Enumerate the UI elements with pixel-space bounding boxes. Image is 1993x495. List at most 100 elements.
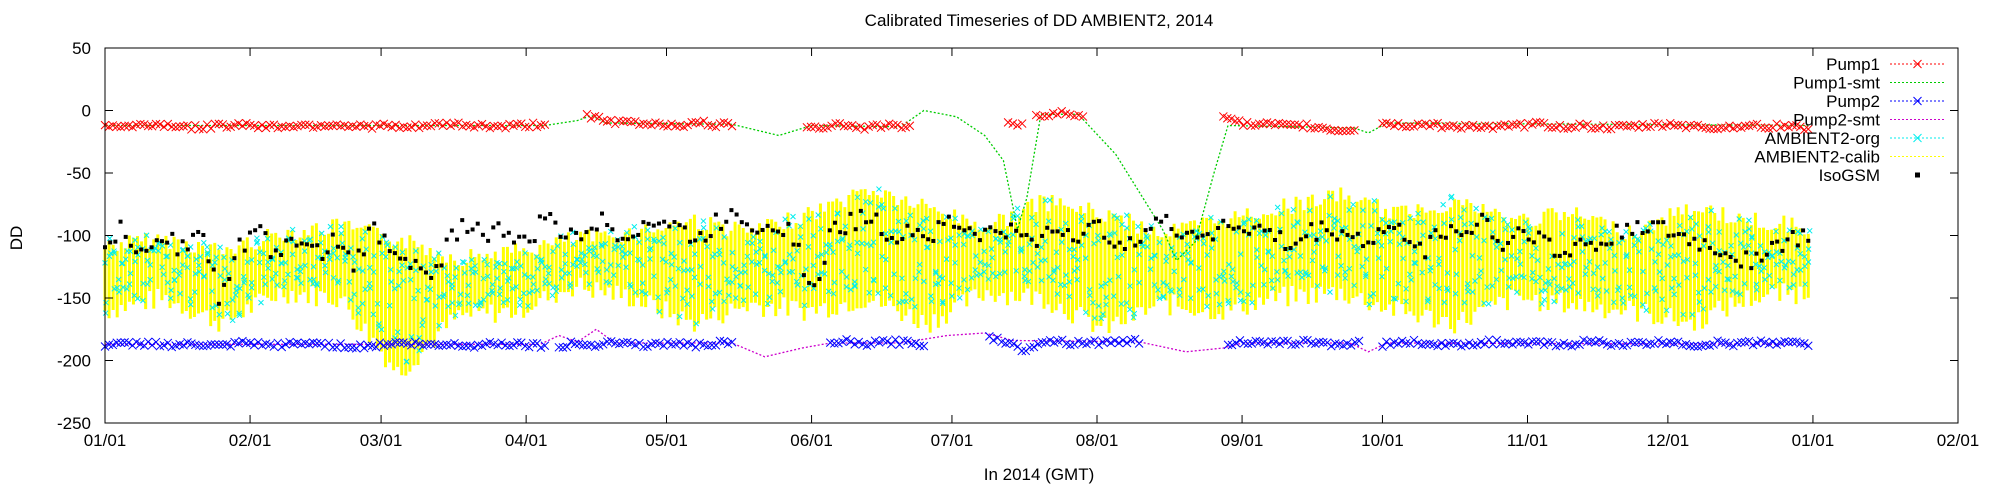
data-point [335, 279, 341, 286]
data-point [1709, 240, 1716, 247]
data-point [744, 222, 749, 227]
data-point [1801, 228, 1806, 233]
data-point [997, 270, 1003, 277]
data-point [1509, 227, 1515, 233]
data-point [1468, 341, 1478, 350]
data-point [1802, 281, 1808, 288]
data-point [179, 340, 188, 350]
data-point [935, 280, 942, 287]
data-point [1066, 293, 1073, 300]
data-point [1590, 286, 1597, 293]
data-point [201, 232, 206, 237]
data-point [656, 308, 663, 315]
data-point [1523, 339, 1533, 349]
data-point [1420, 232, 1426, 239]
data-point [1705, 229, 1712, 235]
data-point [1110, 293, 1117, 300]
data-point [527, 239, 532, 244]
data-point [1514, 255, 1520, 262]
data-point [277, 122, 287, 132]
data-point [314, 282, 321, 289]
data-point [140, 297, 146, 304]
data-point [194, 124, 204, 134]
data-point [1428, 234, 1433, 239]
data-point [1417, 241, 1422, 246]
data-point [149, 245, 154, 250]
data-point [723, 118, 733, 128]
data-point [854, 239, 861, 246]
data-point [1590, 123, 1600, 133]
data-point [962, 228, 967, 233]
data-point [679, 341, 689, 350]
data-point [1074, 265, 1081, 272]
data-point [1005, 238, 1012, 245]
data-point [1587, 124, 1596, 133]
data-point [797, 223, 804, 230]
data-point [708, 234, 713, 239]
data-point [874, 338, 884, 347]
data-point [1578, 237, 1583, 242]
data-point [1728, 254, 1733, 259]
data-point [641, 220, 646, 225]
data-point [1392, 296, 1399, 302]
data-point [1254, 254, 1260, 261]
data-point [577, 259, 584, 266]
data-point [1705, 124, 1715, 134]
data-point [144, 248, 149, 253]
data-point [285, 271, 291, 278]
data-point [143, 121, 153, 131]
data-point [1642, 122, 1651, 132]
data-point [1309, 257, 1316, 264]
data-point [1340, 229, 1345, 234]
data-point [1609, 241, 1614, 246]
data-point [989, 254, 995, 261]
data-point [769, 278, 776, 285]
data-point [480, 296, 487, 303]
data-point [1334, 126, 1343, 136]
data-point [1533, 245, 1539, 252]
data-point [159, 341, 169, 350]
data-point [672, 225, 679, 232]
data-point [419, 322, 426, 329]
data-point [1143, 228, 1148, 233]
data-point [927, 228, 934, 235]
data-point [470, 227, 475, 232]
data-point [341, 245, 346, 250]
data-point [1058, 226, 1065, 233]
data-point [1263, 339, 1273, 349]
data-point [939, 298, 946, 305]
data-point [282, 259, 289, 266]
data-point [599, 243, 605, 250]
data-point [908, 296, 915, 303]
data-point [1051, 266, 1057, 273]
data-point [618, 338, 628, 348]
data-point [668, 261, 675, 268]
data-point [943, 256, 950, 262]
data-point [1687, 242, 1692, 247]
data-point [1314, 283, 1321, 289]
data-point [193, 256, 200, 263]
data-point [540, 341, 550, 351]
data-point [439, 263, 444, 268]
data-point [880, 121, 890, 131]
data-point [167, 122, 177, 132]
data-point [1131, 310, 1138, 317]
data-point [977, 226, 984, 233]
data-point [1769, 283, 1775, 290]
y-tick-label: 50 [72, 39, 91, 58]
data-point [1346, 341, 1356, 350]
data-point [1610, 299, 1617, 306]
data-point [1611, 252, 1618, 259]
data-point [1773, 249, 1780, 255]
data-point [1252, 225, 1257, 230]
data-point [194, 341, 204, 350]
data-point [1436, 285, 1443, 292]
data-point [838, 337, 847, 347]
data-point [711, 251, 718, 258]
data-point [797, 234, 804, 240]
data-point [911, 338, 921, 348]
data-point [1594, 123, 1604, 133]
data-point [324, 121, 334, 131]
data-point [330, 245, 337, 252]
data-point [1501, 216, 1507, 223]
